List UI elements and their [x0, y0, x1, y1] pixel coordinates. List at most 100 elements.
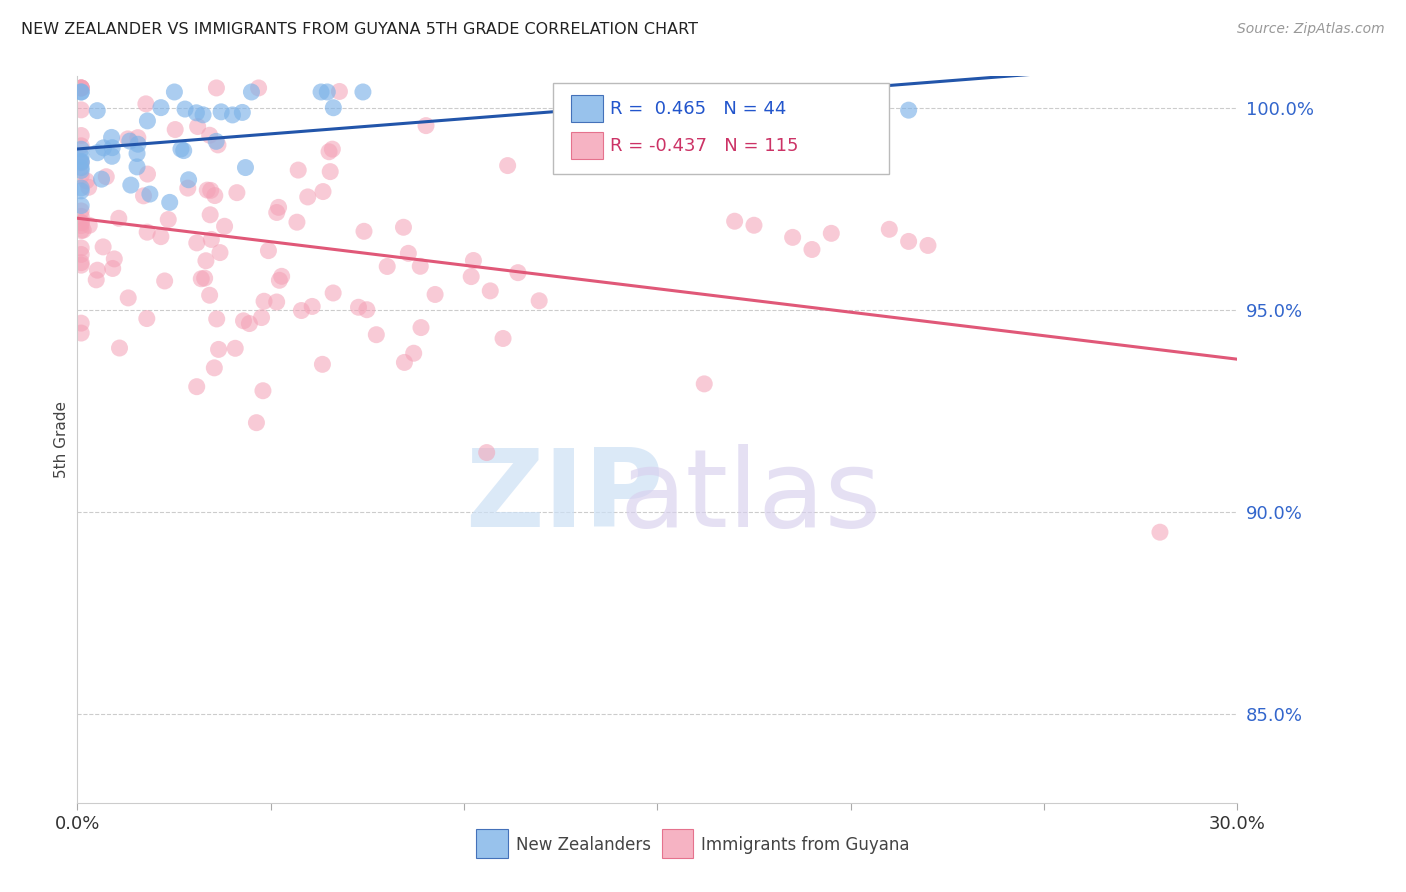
Point: [86, 145, 108, 160]
Point: [170, 142, 193, 156]
Point: [353, 224, 375, 238]
Point: [70, 181, 93, 195]
Point: [70, 149, 93, 163]
Point: [70, 81, 93, 95]
Point: [101, 261, 124, 276]
Point: [208, 245, 231, 260]
Point: [309, 85, 332, 99]
Point: [198, 208, 221, 222]
Point: [191, 108, 214, 122]
Point: [423, 287, 446, 301]
Point: [77, 180, 100, 194]
Point: [135, 311, 157, 326]
Point: [165, 122, 187, 136]
Point: [70, 247, 93, 261]
Point: [86, 263, 108, 277]
Point: [194, 271, 217, 285]
Point: [287, 163, 309, 178]
Point: [209, 104, 232, 119]
Point: [214, 219, 236, 234]
Point: [70, 326, 93, 340]
Point: [724, 214, 747, 228]
Point: [195, 183, 218, 197]
Point: [200, 183, 222, 197]
Point: [136, 167, 159, 181]
Point: [70, 316, 93, 330]
Point: [496, 159, 519, 173]
Point: [125, 146, 148, 161]
Point: [70, 138, 93, 153]
Point: [70, 103, 93, 117]
Point: [70, 224, 93, 238]
Point: [247, 81, 270, 95]
Point: [460, 269, 482, 284]
Point: [392, 220, 415, 235]
Point: [91, 240, 114, 254]
Point: [149, 229, 172, 244]
Point: [301, 300, 323, 314]
Point: [506, 266, 529, 280]
FancyBboxPatch shape: [571, 132, 603, 159]
Point: [897, 103, 920, 117]
Point: [207, 343, 229, 357]
Point: [240, 85, 263, 99]
Point: [103, 252, 125, 266]
Point: [100, 130, 122, 145]
Point: [257, 244, 280, 258]
Point: [70, 169, 93, 183]
Point: [253, 294, 276, 309]
Point: [187, 120, 209, 134]
Point: [107, 211, 129, 226]
Point: [198, 288, 221, 302]
Point: [877, 222, 901, 236]
Point: [136, 114, 159, 128]
Point: [492, 331, 515, 345]
Point: [200, 232, 222, 246]
Point: [177, 181, 200, 195]
Point: [70, 258, 93, 272]
Point: [409, 320, 432, 334]
Point: [70, 81, 93, 95]
Point: [70, 255, 93, 269]
Point: [205, 312, 228, 326]
Point: [1149, 525, 1171, 540]
Point: [159, 195, 181, 210]
Point: [70, 155, 93, 169]
Point: [356, 302, 378, 317]
Point: [221, 108, 243, 122]
Point: [252, 384, 274, 398]
Point: [186, 105, 208, 120]
Point: [463, 253, 485, 268]
Y-axis label: 5th Grade: 5th Grade: [53, 401, 69, 478]
Point: [93, 141, 115, 155]
Point: [96, 169, 118, 184]
Point: [224, 341, 246, 355]
Point: [117, 291, 139, 305]
Point: [177, 173, 200, 187]
Point: [174, 102, 197, 116]
Point: [232, 314, 254, 328]
FancyBboxPatch shape: [571, 95, 603, 122]
Point: [70, 198, 93, 212]
Point: [202, 360, 225, 375]
Point: [70, 81, 93, 95]
Point: [120, 178, 142, 192]
FancyBboxPatch shape: [553, 83, 890, 174]
Point: [70, 155, 93, 169]
Point: [157, 212, 180, 227]
Point: [205, 81, 228, 95]
Point: [897, 235, 920, 249]
Point: [396, 246, 419, 260]
Point: [77, 219, 100, 233]
Point: [70, 154, 93, 169]
Point: [70, 128, 93, 143]
Point: [70, 209, 93, 223]
Point: [70, 142, 93, 156]
Point: [375, 260, 398, 274]
Point: [475, 445, 498, 459]
Point: [149, 101, 172, 115]
Point: [285, 215, 308, 229]
Text: Source: ZipAtlas.com: Source: ZipAtlas.com: [1237, 22, 1385, 37]
Point: [742, 219, 765, 233]
Point: [321, 142, 343, 156]
